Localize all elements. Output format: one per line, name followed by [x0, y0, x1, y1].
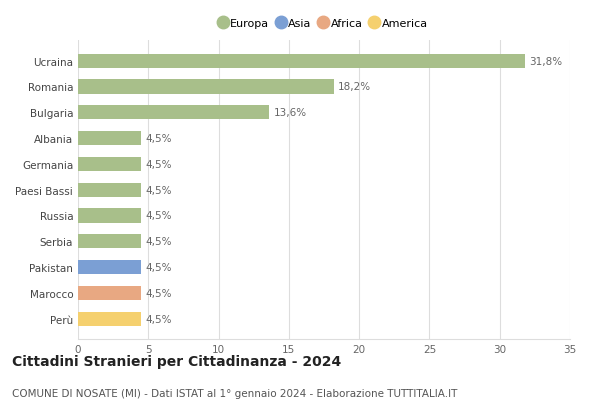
Text: 4,5%: 4,5%: [145, 134, 172, 144]
Text: COMUNE DI NOSATE (MI) - Dati ISTAT al 1° gennaio 2024 - Elaborazione TUTTITALIA.: COMUNE DI NOSATE (MI) - Dati ISTAT al 1°…: [12, 389, 457, 398]
Text: 4,5%: 4,5%: [145, 185, 172, 195]
Text: 18,2%: 18,2%: [338, 82, 371, 92]
Bar: [78, 106, 269, 120]
Text: 4,5%: 4,5%: [145, 160, 172, 169]
Text: 4,5%: 4,5%: [145, 263, 172, 272]
Legend: Europa, Asia, Africa, America: Europa, Asia, Africa, America: [217, 15, 431, 32]
Bar: [78, 183, 141, 197]
Bar: [78, 157, 141, 171]
Text: 31,8%: 31,8%: [529, 56, 562, 67]
Text: 4,5%: 4,5%: [145, 288, 172, 298]
Bar: [78, 312, 141, 326]
Bar: [78, 260, 141, 274]
Bar: [78, 235, 141, 249]
Text: 13,6%: 13,6%: [274, 108, 307, 118]
Text: Cittadini Stranieri per Cittadinanza - 2024: Cittadini Stranieri per Cittadinanza - 2…: [12, 354, 341, 368]
Text: 4,5%: 4,5%: [145, 211, 172, 221]
Bar: [78, 54, 525, 69]
Bar: [78, 209, 141, 223]
Bar: [78, 132, 141, 146]
Bar: [78, 80, 334, 94]
Bar: [78, 286, 141, 300]
Text: 4,5%: 4,5%: [145, 237, 172, 247]
Text: 4,5%: 4,5%: [145, 314, 172, 324]
